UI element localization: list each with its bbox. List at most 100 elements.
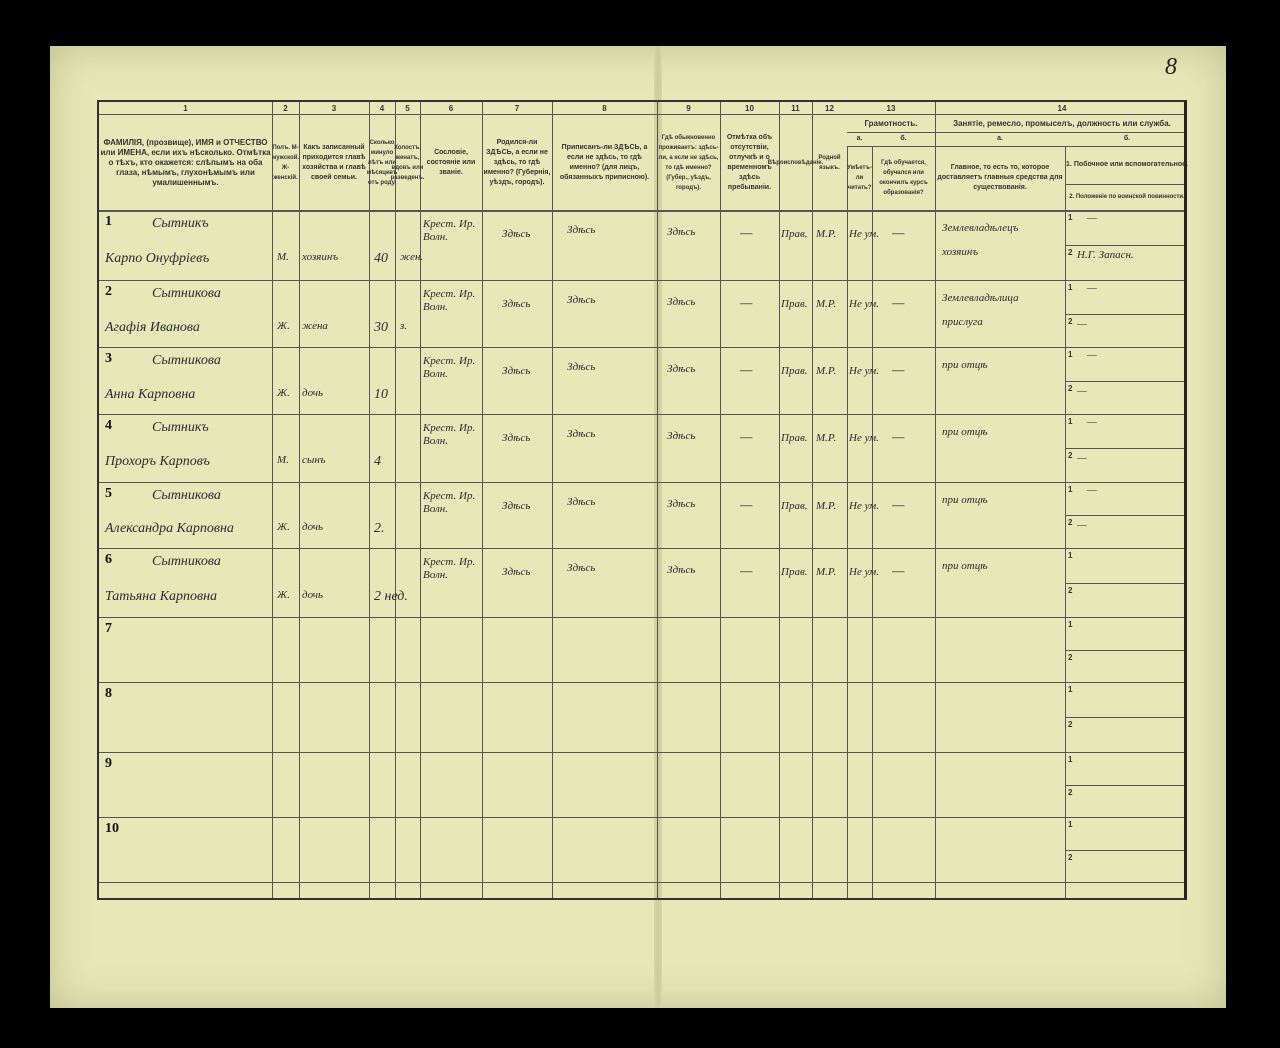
row-number: 1: [105, 214, 112, 229]
header-sex: Полъ. М-мужской. Ж-женскій.: [271, 144, 300, 181]
birthplace: Здѣсь: [502, 298, 531, 310]
residence: Здѣсь: [667, 498, 696, 510]
row-divider: [99, 752, 1184, 753]
row-divider: [99, 414, 1184, 415]
header-13b-letter: б.: [900, 135, 907, 142]
column-number: 12: [825, 104, 834, 113]
column-divider: [812, 102, 813, 898]
column-number: 9: [686, 104, 691, 113]
column-divider: [369, 102, 370, 898]
header-sub-line: [847, 146, 1184, 147]
header-sub-line: [847, 132, 1184, 133]
side-occupation: —: [1087, 349, 1097, 361]
column-divider: [872, 146, 873, 898]
main-occupation: при отцѣ: [942, 426, 988, 438]
sub-row-label: 1: [1068, 350, 1073, 359]
residence: Здѣсь: [667, 296, 696, 308]
column-number: 10: [745, 104, 754, 113]
row-divider: [99, 817, 1184, 818]
birthplace: Здѣсь: [502, 500, 531, 512]
surname: Сытникова: [152, 554, 221, 569]
sub-row-label: 2: [1068, 720, 1073, 729]
sex: М.: [277, 454, 289, 466]
sub-row-divider: [1065, 380, 1184, 382]
column-divider: [272, 102, 273, 898]
sub-row-label: 2: [1068, 316, 1073, 326]
column-divider: [1065, 146, 1066, 898]
header-bottom-line: [99, 210, 1184, 212]
column-divider: [935, 102, 936, 898]
header-schooling: Гдѣ обучается, обучался или окончилъ кур…: [879, 159, 928, 196]
absence: —: [740, 226, 753, 241]
header-side-occupation: 1. Побочное или вспомогательное.: [1066, 161, 1188, 168]
schooling: —: [892, 363, 905, 378]
side-occupation: —: [1087, 282, 1097, 294]
registration: Здѣсь: [567, 224, 596, 236]
sub-row-label: 1: [1068, 283, 1073, 292]
header-main-occupation: Главное, то есть то, которое доставляетъ…: [937, 163, 1063, 191]
header-14a-letter: а.: [997, 135, 1003, 142]
registration: Здѣсь: [567, 294, 596, 306]
military-status: Н.Г. Запасн.: [1077, 249, 1134, 261]
sub-row-label: 2: [1068, 451, 1073, 460]
column-number: 3: [331, 104, 337, 113]
column-number: 7: [514, 104, 520, 113]
registration: Здѣсь: [567, 562, 596, 574]
estate: Крест. Ир. Волн.: [423, 355, 476, 380]
sub-row-divider: [1065, 448, 1184, 449]
column-number: 6: [448, 104, 454, 113]
sub-row-divider: [1065, 515, 1184, 516]
main-occupation: при отцѣ: [942, 560, 988, 572]
language: М.Р.: [816, 566, 837, 578]
language: М.Р.: [816, 298, 837, 310]
given-name: Александра Карповна: [105, 521, 234, 536]
relation: дочь: [302, 588, 324, 601]
column-divider: [395, 102, 396, 898]
column-number: 14: [1057, 104, 1067, 113]
side-occupation: —: [1087, 484, 1097, 496]
residence: Здѣсь: [667, 430, 696, 442]
column-divider: [420, 102, 421, 898]
literacy: Не ум.: [849, 228, 879, 240]
sub-row-label: 2: [1068, 652, 1073, 662]
row-number: 4: [105, 418, 112, 433]
relation: хозяинъ: [302, 251, 339, 263]
schooling: —: [892, 296, 905, 311]
age: 30: [374, 319, 388, 335]
column-number: 11: [791, 104, 800, 113]
sub-row-divider: [1065, 582, 1184, 584]
row-divider: [99, 682, 1184, 683]
sub-row-divider: [1065, 245, 1184, 246]
surname: Сытникова: [152, 353, 221, 368]
header-number-row-line: [99, 114, 1184, 115]
sub-row-label: 1: [1068, 685, 1073, 694]
military-status: —: [1077, 452, 1087, 464]
main-occupation: Землевладѣлица прислуга: [942, 292, 1019, 328]
marital-status: з.: [400, 319, 408, 332]
language: М.Р.: [816, 228, 837, 240]
relation: дочь: [302, 386, 324, 399]
residence: Здѣсь: [667, 564, 696, 576]
column-divider: [720, 102, 721, 898]
sub-row-label: 1: [1068, 755, 1073, 764]
literacy: Не ум.: [849, 500, 879, 512]
estate: Крест. Ир. Волн.: [423, 556, 476, 581]
religion: Прав.: [781, 365, 808, 377]
sub-row-label: 2: [1068, 383, 1073, 393]
header-can-read: Умѣетъ-ли читать?: [847, 164, 872, 191]
registration: Здѣсь: [567, 361, 596, 373]
header-literacy: Грамотность.: [864, 119, 918, 128]
side-occupation: —: [1087, 212, 1097, 224]
row-number: 8: [105, 686, 112, 701]
birthplace: Здѣсь: [502, 365, 531, 377]
row-number: 10: [105, 821, 119, 836]
sub-row-divider: [1065, 784, 1184, 786]
relation: жена: [302, 319, 328, 332]
estate: Крест. Ир. Волн.: [423, 490, 476, 515]
row-divider: [99, 548, 1184, 549]
column-number: 1: [183, 104, 188, 113]
literacy: Не ум.: [849, 566, 879, 578]
sex: М.: [277, 251, 289, 263]
religion: Прав.: [781, 566, 808, 578]
column-number: 13: [886, 104, 896, 113]
